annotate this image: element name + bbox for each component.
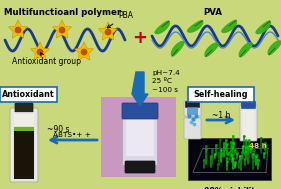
Text: PVA: PVA xyxy=(203,8,223,17)
Polygon shape xyxy=(98,22,117,40)
Polygon shape xyxy=(31,42,49,60)
Polygon shape xyxy=(132,72,148,106)
Text: Self-healing: Self-healing xyxy=(194,90,248,99)
FancyBboxPatch shape xyxy=(243,110,254,140)
Text: Antioxidant group: Antioxidant group xyxy=(12,53,81,66)
Text: pH~7.4
25 ºC
~100 s: pH~7.4 25 ºC ~100 s xyxy=(152,70,180,92)
FancyBboxPatch shape xyxy=(0,87,57,102)
FancyBboxPatch shape xyxy=(188,138,271,180)
Text: Multifunctioanl polymer: Multifunctioanl polymer xyxy=(4,8,122,17)
Polygon shape xyxy=(171,42,184,56)
Polygon shape xyxy=(155,21,169,34)
Circle shape xyxy=(15,27,21,33)
FancyBboxPatch shape xyxy=(126,118,154,156)
FancyBboxPatch shape xyxy=(240,105,257,141)
FancyBboxPatch shape xyxy=(14,126,34,131)
FancyBboxPatch shape xyxy=(10,108,38,182)
Circle shape xyxy=(37,49,43,55)
FancyBboxPatch shape xyxy=(14,131,34,179)
Circle shape xyxy=(81,49,87,55)
Text: ~98% viability: ~98% viability xyxy=(198,187,260,189)
Text: Antioxidant: Antioxidant xyxy=(2,90,55,99)
Polygon shape xyxy=(239,43,252,57)
Polygon shape xyxy=(8,20,28,38)
Polygon shape xyxy=(256,21,270,34)
FancyBboxPatch shape xyxy=(14,112,34,127)
FancyBboxPatch shape xyxy=(15,103,33,113)
Polygon shape xyxy=(205,43,219,57)
FancyBboxPatch shape xyxy=(185,101,200,108)
Circle shape xyxy=(105,29,111,35)
FancyBboxPatch shape xyxy=(125,161,155,173)
Polygon shape xyxy=(222,20,237,32)
FancyArrowPatch shape xyxy=(51,137,97,143)
FancyBboxPatch shape xyxy=(241,101,255,108)
Text: +: + xyxy=(133,29,148,47)
FancyBboxPatch shape xyxy=(184,101,201,116)
FancyBboxPatch shape xyxy=(101,97,176,177)
Text: ~1 h: ~1 h xyxy=(212,111,230,119)
FancyBboxPatch shape xyxy=(184,118,201,139)
FancyBboxPatch shape xyxy=(187,107,198,115)
Text: ABTS•+ +: ABTS•+ + xyxy=(53,132,91,138)
FancyBboxPatch shape xyxy=(188,87,254,102)
Polygon shape xyxy=(187,21,203,32)
FancyBboxPatch shape xyxy=(123,111,157,166)
Text: PBA: PBA xyxy=(107,11,133,28)
Polygon shape xyxy=(74,42,94,60)
Circle shape xyxy=(59,27,65,33)
Text: ~90 s: ~90 s xyxy=(47,125,69,135)
Polygon shape xyxy=(268,41,281,55)
FancyArrowPatch shape xyxy=(207,117,232,123)
FancyBboxPatch shape xyxy=(122,103,158,119)
Polygon shape xyxy=(53,20,71,38)
Text: 48 h: 48 h xyxy=(249,143,267,149)
